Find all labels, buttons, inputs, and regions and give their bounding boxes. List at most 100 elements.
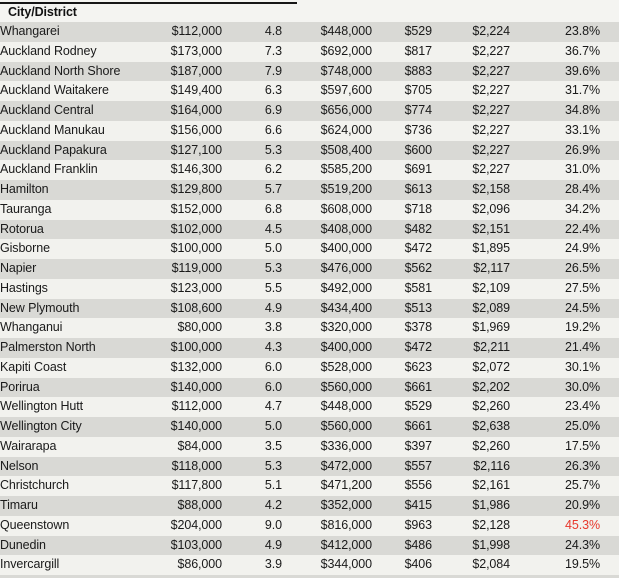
value-cell: $397	[404, 438, 432, 453]
row-spacer-cell	[600, 457, 619, 477]
value-cell: $2,202	[472, 379, 510, 394]
value-cell: $146,300	[170, 162, 222, 177]
row-spacer-cell	[600, 200, 619, 220]
table-row: Nelson $118,000 5.3 $472,000 $557 $2,116 26.3%	[0, 456, 619, 477]
table-row: Hamilton $129,800 5.7 $519,200 $613 $2,158 28.…	[0, 180, 619, 200]
value-cell: $692,000	[320, 43, 372, 58]
table-row: Auckland Franklin $146,300 6.2 $585,200 $691…	[0, 160, 619, 180]
value-cell: $112,000	[171, 24, 222, 38]
table-row: Invercargill $86,000 3.9 $344,000 $406 $2,084…	[0, 555, 619, 575]
value-cell: 6.0	[264, 359, 282, 374]
value-cell: 4.3	[264, 340, 282, 354]
table-row: New Plymouth $108,600 4.9 $434,400 $513 $2,08…	[0, 298, 619, 319]
city-cell: Palmerston North	[0, 340, 96, 354]
header-top-rule	[0, 2, 297, 4]
percent-cell: 33.1%	[565, 122, 600, 137]
value-cell: $2,224	[472, 24, 510, 38]
city-cell: New Plymouth	[0, 300, 80, 315]
value-cell: 4.8	[264, 24, 282, 38]
value-cell: $2,161	[472, 478, 510, 493]
row-spacer-cell	[600, 101, 619, 121]
table-row: Auckland Papakura $127,100 5.3 $508,400 $600…	[0, 140, 619, 161]
value-cell: $556	[404, 478, 432, 493]
value-cell: $378	[404, 320, 432, 335]
value-cell: $471,200	[320, 478, 372, 493]
city-cell: Timaru	[0, 498, 38, 512]
percent-cell: 19.5%	[565, 557, 600, 572]
value-cell: $140,000	[170, 379, 222, 394]
value-cell: 5.3	[264, 458, 282, 473]
row-spacer-cell	[600, 259, 619, 279]
percent-cell: 23.8%	[565, 24, 600, 38]
value-cell: $736	[404, 122, 432, 137]
value-cell: $88,000	[177, 498, 223, 512]
table-row: Wairarapa $84,000 3.5 $336,000 $397 $2,260 17.…	[0, 436, 619, 457]
city-cell: Whangarei	[0, 24, 60, 38]
value-cell: $513	[404, 300, 432, 315]
percent-cell: 34.2%	[565, 201, 600, 216]
row-spacer-cell	[600, 81, 619, 101]
value-cell: $2,072	[472, 359, 510, 374]
row-spacer-cell	[600, 555, 619, 575]
value-cell: 6.0	[264, 379, 282, 394]
value-cell: $187,000	[170, 63, 222, 78]
row-spacer-cell	[600, 180, 619, 200]
value-cell: $400,000	[320, 340, 372, 354]
value-cell: 3.8	[264, 320, 282, 335]
value-cell: $415	[404, 498, 432, 512]
percent-cell: 36.7%	[565, 43, 600, 58]
row-spacer-cell	[600, 42, 619, 62]
value-cell: $472	[404, 340, 432, 354]
value-cell: $2,227	[472, 162, 510, 177]
table-row: Hastings $123,000 5.5 $492,000 $581 $2,109 27.…	[0, 278, 619, 299]
value-cell: $816,000	[320, 517, 372, 532]
city-cell: Wairarapa	[0, 438, 57, 453]
value-cell: $108,600	[170, 300, 222, 315]
value-cell: $103,000	[170, 537, 222, 552]
value-cell: $152,000	[170, 201, 222, 216]
value-cell: $118,000	[171, 458, 222, 473]
value-cell: $2,128	[472, 517, 510, 532]
table-row: Auckland Waitakere $149,400 6.3 $597,600 $70…	[0, 81, 619, 101]
row-spacer-cell	[600, 496, 619, 516]
table-row: Whanganui $80,000 3.8 $320,000 $378 $1,969 19.…	[0, 318, 619, 338]
city-cell: Hastings	[0, 280, 48, 295]
value-cell: 6.9	[264, 103, 282, 117]
value-cell: $149,400	[170, 83, 222, 98]
value-cell: $406	[404, 557, 432, 572]
value-cell: $482	[404, 221, 432, 236]
row-spacer-cell	[600, 22, 619, 42]
row-spacer-cell	[600, 299, 619, 319]
city-cell: Wellington Hutt	[0, 399, 84, 414]
value-cell: $84,000	[177, 438, 223, 453]
row-spacer-cell	[600, 121, 619, 141]
percent-cell: 34.8%	[565, 103, 600, 117]
row-spacer-cell	[600, 239, 619, 259]
table-row: Palmerston North $100,000 4.3 $400,000 $472 $…	[0, 338, 619, 358]
percent-cell: 39.6%	[565, 63, 600, 78]
value-cell: 7.3	[264, 43, 282, 58]
value-cell: $519,200	[320, 182, 372, 196]
value-cell: $86,000	[177, 557, 223, 572]
value-cell: $400,000	[320, 241, 372, 256]
table-row: Queenstown $204,000 9.0 $816,000 $963 $2,128 4…	[0, 515, 619, 536]
value-cell: $656,000	[320, 103, 372, 117]
value-cell: $774	[404, 103, 432, 117]
city-cell: Invercargill	[0, 557, 60, 572]
value-cell: $119,000	[171, 261, 222, 275]
value-cell: $2,117	[473, 261, 510, 275]
row-spacer-cell	[600, 378, 619, 398]
value-cell: 6.2	[264, 162, 282, 177]
value-cell: $117,800	[171, 478, 222, 493]
city-cell: Nelson	[0, 458, 39, 473]
percent-cell: 20.9%	[565, 498, 600, 512]
value-cell: 3.5	[264, 438, 282, 453]
value-cell: $476,000	[320, 261, 372, 275]
table-row: Rotorua $102,000 4.5 $408,000 $482 $2,151 22.4…	[0, 219, 619, 240]
value-cell: 6.6	[264, 122, 282, 137]
row-spacer-cell	[600, 338, 619, 358]
value-cell: $560,000	[320, 379, 372, 394]
city-cell: Whanganui	[0, 320, 63, 335]
table-row: Auckland North Shore $187,000 7.9 $748,000 $…	[0, 61, 619, 82]
